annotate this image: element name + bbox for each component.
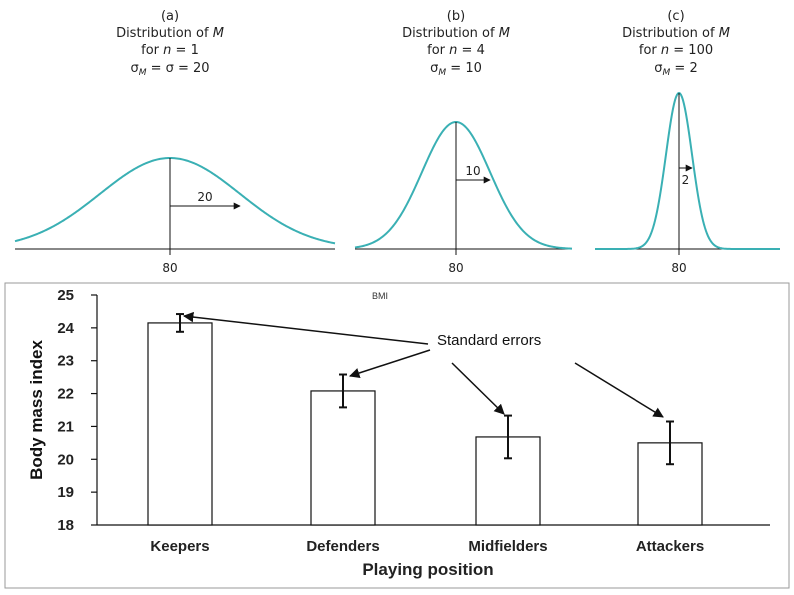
bars xyxy=(147,313,703,526)
annotation-arrows xyxy=(182,311,664,418)
mean-tick-label: 80 xyxy=(448,261,463,275)
panel-n: for n = 100 xyxy=(639,43,713,58)
normal-curve xyxy=(595,91,780,250)
normal-curve xyxy=(14,156,336,245)
distribution-panel-3: (c) Distribution of M for n = 100 σM = 2 2 80 xyxy=(595,9,780,275)
x-tick-label: Attackers xyxy=(636,538,704,555)
sd-label: 20 xyxy=(197,190,212,204)
arrow-to-defenders xyxy=(349,349,431,379)
panel-sigma: σM = 10 xyxy=(430,61,482,78)
panel-n: for n = 1 xyxy=(141,43,199,58)
y-tick-label: 20 xyxy=(57,451,74,468)
bar-group-attackers xyxy=(637,420,703,526)
mean-tick-label: 80 xyxy=(671,261,686,275)
panel-sigma: σM = 2 xyxy=(654,61,697,78)
x-tick-label: Keepers xyxy=(150,538,209,555)
x-axis-label: Playing position xyxy=(362,560,493,579)
bar-chart-frame xyxy=(4,282,790,589)
normal-curve xyxy=(354,120,573,250)
panel-letter: (c) xyxy=(667,9,684,24)
panel-caption: (a) Distribution of M for n = 1 σM = σ = 20 xyxy=(116,9,224,78)
panel-title: Distribution of M xyxy=(622,26,730,41)
y-tick-label: 19 xyxy=(57,484,74,501)
distribution-panel-1: (a) Distribution of M for n = 1 σM = σ = 20… xyxy=(14,9,336,275)
sd-label: 10 xyxy=(465,164,480,178)
y-tick-label: 23 xyxy=(57,353,74,370)
sd-label: 2 xyxy=(682,173,690,187)
y-tick-label: 24 xyxy=(57,320,74,337)
y-tick-label: 21 xyxy=(57,418,74,435)
panel-n: for n = 4 xyxy=(427,43,485,58)
arrow-to-attackers xyxy=(574,362,664,418)
y-tick-label: 18 xyxy=(57,517,74,534)
x-tick-labels: Keepers Defenders Midfielders Attackers xyxy=(150,538,704,555)
panel-caption: (c) Distribution of M for n = 100 σM = 2 xyxy=(622,9,730,78)
panel-letter: (b) xyxy=(447,9,465,24)
y-axis-label: Body mass index xyxy=(27,340,46,480)
bar-group-midfielders xyxy=(475,414,541,526)
y-tick-label: 25 xyxy=(57,287,74,304)
sampling-distributions: (a) Distribution of M for n = 1 σM = σ = 20… xyxy=(14,9,780,275)
distribution-panel-2: (b) Distribution of M for n = 4 σM = 10 10 80 xyxy=(354,9,573,275)
bar-group-defenders xyxy=(310,373,376,526)
bar-group-keepers xyxy=(147,313,213,526)
mean-tick-label: 80 xyxy=(162,261,177,275)
bar-chart-title: BMI xyxy=(372,291,388,301)
y-ticks: 18 19 20 21 22 23 24 25 xyxy=(57,287,97,534)
bmi-bar-chart: BMI 18 19 20 21 22 23 24 25 Keepers Defenders Mid… xyxy=(4,282,790,589)
y-tick-label: 22 xyxy=(57,386,74,403)
standard-errors-annotation: Standard errors xyxy=(437,332,541,349)
bar xyxy=(310,390,376,526)
panel-title: Distribution of M xyxy=(116,26,224,41)
bar xyxy=(147,322,213,526)
panel-caption: (b) Distribution of M for n = 4 σM = 10 xyxy=(402,9,510,78)
x-tick-label: Midfielders xyxy=(468,538,547,555)
panel-letter: (a) xyxy=(161,9,179,24)
panel-title: Distribution of M xyxy=(402,26,510,41)
panel-sigma: σM = σ = 20 xyxy=(130,61,209,78)
x-tick-label: Defenders xyxy=(306,538,379,555)
arrow-to-midfielders xyxy=(451,362,505,415)
arrow-to-keepers xyxy=(182,311,429,345)
